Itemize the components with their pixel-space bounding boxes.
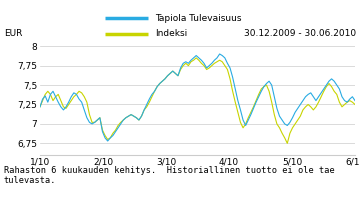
Text: Rahaston 6 kuukauden kehitys.  Historiallinen tuotto ei ole tae
tulevasta.: Rahaston 6 kuukauden kehitys. Historiall…	[4, 166, 334, 185]
Text: 30.12.2009 - 30.06.2010: 30.12.2009 - 30.06.2010	[244, 29, 356, 38]
Text: EUR: EUR	[4, 29, 22, 38]
Text: Indeksi: Indeksi	[155, 29, 188, 38]
Text: Tapiola Tulevaisuus: Tapiola Tulevaisuus	[155, 14, 242, 23]
